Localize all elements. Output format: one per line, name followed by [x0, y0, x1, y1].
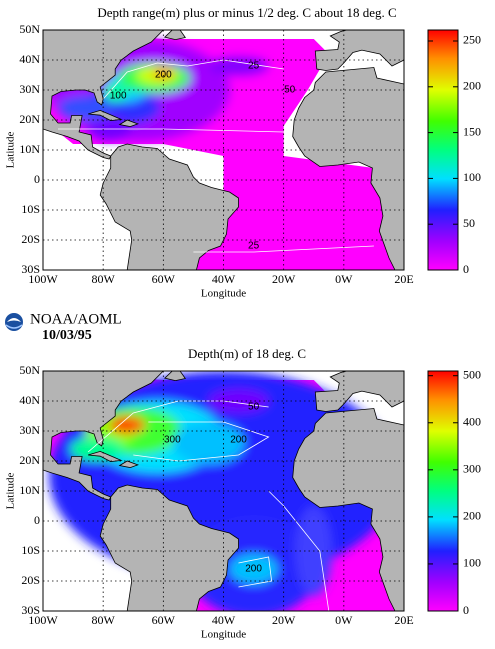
ocean-patch — [70, 437, 125, 461]
x-tick-label: 60W — [152, 272, 176, 286]
land — [87, 109, 123, 122]
y-tick-label: 30S — [21, 603, 40, 617]
y-tick-label: 20S — [21, 573, 40, 587]
y-tick-label: 20N — [19, 453, 40, 467]
colorbar-tick-label: 200 — [463, 509, 481, 523]
land — [314, 371, 404, 412]
x-tick-label: 80W — [92, 613, 116, 627]
map-panel: Depth(m) of 18 deg. C 50 300 200 200 100W 80W 6… — [5, 346, 481, 641]
map-panel: Depth range(m) plus or minus 1/2 deg. C … — [5, 5, 481, 300]
land — [43, 30, 164, 160]
y-tick-label: 40N — [19, 52, 40, 66]
land — [118, 460, 139, 469]
contour-label: 300 — [164, 435, 181, 446]
contour-label: 25 — [248, 61, 260, 72]
land — [118, 119, 139, 128]
x-tick-label: 0W — [335, 613, 353, 627]
y-tick-label: 50N — [19, 22, 40, 36]
x-tick-label: 100W — [28, 613, 58, 627]
colorbar-tick-label: 100 — [463, 556, 481, 570]
x-tick-label: 20W — [272, 613, 296, 627]
y-axis-label: Latitude — [5, 473, 17, 510]
contour-line — [102, 59, 284, 100]
x-tick-label: 0W — [335, 272, 353, 286]
y-tick-label: 20S — [21, 232, 40, 246]
y-tick-label: 30N — [19, 82, 40, 96]
colorbar — [427, 29, 459, 271]
y-tick-label: 0 — [34, 172, 40, 186]
y-tick-label: 50N — [19, 363, 40, 377]
y-axis-label: Latitude — [5, 132, 17, 169]
ocean-patch — [172, 422, 245, 464]
x-tick-label: 20W — [272, 272, 296, 286]
contour-line — [133, 421, 270, 462]
contour-label: 50 — [284, 85, 296, 96]
ocean-patch — [229, 554, 278, 584]
y-tick-label: 10S — [21, 202, 40, 216]
colorbar-tick-label: 400 — [463, 415, 481, 429]
map-frame — [42, 370, 405, 612]
y-tick-label: 30N — [19, 423, 40, 437]
colorbar-tick-label: 150 — [463, 124, 481, 138]
y-tick-label: 20N — [19, 112, 40, 126]
land — [326, 30, 330, 31]
land — [163, 30, 186, 41]
ocean-patch — [103, 84, 128, 102]
land — [292, 67, 404, 270]
land — [314, 30, 404, 71]
x-tick-label: 40W — [212, 613, 236, 627]
logo — [5, 313, 23, 331]
panel-title: Depth range(m) plus or minus 1/2 deg. C … — [97, 5, 396, 20]
contour-label: 200 — [245, 564, 262, 575]
contour-label: 100 — [110, 91, 127, 102]
land — [163, 371, 186, 382]
colorbar-tick-label: 200 — [463, 79, 481, 93]
contour-label: 50 — [248, 402, 260, 413]
x-axis-label: Longitude — [201, 629, 246, 641]
land — [326, 371, 330, 372]
land — [87, 450, 123, 463]
land — [99, 484, 239, 611]
contour-line — [238, 556, 273, 588]
x-tick-label: 40W — [212, 272, 236, 286]
land — [292, 408, 404, 611]
colorbar — [427, 370, 459, 612]
y-tick-label: 40N — [19, 393, 40, 407]
contour-line — [268, 490, 330, 611]
date: 10/03/95 — [42, 328, 92, 343]
ocean-patch — [152, 68, 174, 79]
x-tick-label: 80W — [92, 272, 116, 286]
y-tick-label: 0 — [34, 513, 40, 527]
y-tick-label: 10S — [21, 543, 40, 557]
x-tick-label: 20E — [394, 613, 413, 627]
land — [99, 143, 239, 270]
land — [43, 371, 164, 501]
x-tick-label: 60W — [152, 613, 176, 627]
colorbar-tick-label: 0 — [463, 603, 469, 617]
x-tick-label: 100W — [28, 272, 58, 286]
contour-label: 200 — [230, 435, 247, 446]
colorbar-tick-label: 0 — [463, 262, 469, 276]
panel-title: Depth(m) of 18 deg. C — [188, 346, 306, 361]
org-name: NOAA/AOML — [30, 311, 122, 327]
colorbar-tick-label: 250 — [463, 33, 481, 47]
y-tick-label: 30S — [21, 262, 40, 276]
colorbar-tick-label: 100 — [463, 170, 481, 184]
colorbar-tick-label: 50 — [463, 216, 475, 230]
colorbar-tick-label: 300 — [463, 462, 481, 476]
x-tick-label: 20E — [394, 272, 413, 286]
y-tick-label: 10N — [19, 483, 40, 497]
map-frame — [42, 29, 405, 271]
x-axis-label: Longitude — [201, 288, 246, 300]
y-tick-label: 10N — [19, 142, 40, 156]
contour-label: 25 — [248, 241, 260, 252]
colorbar-tick-label: 500 — [463, 367, 481, 381]
ocean-patch — [116, 421, 132, 429]
